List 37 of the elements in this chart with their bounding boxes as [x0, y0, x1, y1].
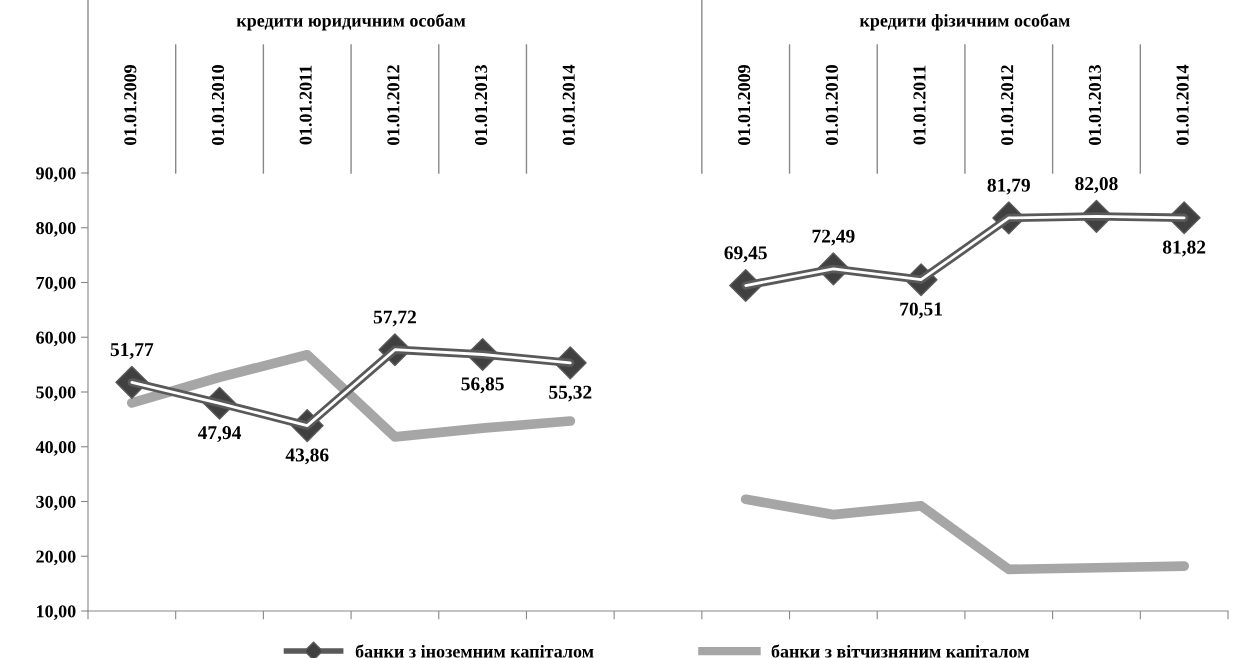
- x-tick-label: 01.01.2012: [387, 65, 400, 145]
- data-label: 70,51: [900, 302, 942, 319]
- data-label: 72,49: [812, 229, 855, 246]
- x-tick-label: 01.01.2012: [1001, 65, 1014, 145]
- x-tick-label: 01.01.2011: [299, 65, 312, 145]
- y-tick-label: 20,00: [36, 550, 76, 566]
- x-tick-label: 01.01.2009: [124, 65, 137, 145]
- y-tick-label: 30,00: [36, 495, 76, 511]
- data-label: 56,85: [461, 377, 504, 394]
- data-label: 47,94: [197, 426, 242, 442]
- data-label: 57,72: [373, 310, 416, 327]
- data-label: 43,86: [285, 448, 329, 465]
- y-tick-label: 90,00: [36, 167, 76, 183]
- data-label: 82,08: [1075, 177, 1118, 194]
- y-tick-label: 10,00: [37, 605, 76, 621]
- text: кредити фізичним особам: [859, 13, 1070, 31]
- y-tick-label: 80,00: [36, 222, 76, 237]
- x-tick-label: 01.01.2014: [1176, 64, 1189, 145]
- data-label: 51,77: [110, 343, 154, 359]
- data-label: 69,45: [724, 246, 767, 263]
- legend-label: банки з вітчизняним капіталом: [771, 644, 1029, 658]
- y-tick-label: 60,00: [36, 331, 76, 347]
- text: кредити юридичним особам: [236, 13, 466, 31]
- x-tick-label: 01.01.2013: [474, 64, 488, 145]
- x-tick-label: 01.01.2014: [562, 64, 575, 145]
- y-tick-label: 70,00: [36, 276, 76, 292]
- data-label: 81,82: [1162, 240, 1206, 257]
- x-tick-label: 01.01.2011: [913, 65, 926, 145]
- data-label: 55,32: [549, 385, 592, 402]
- x-tick-label: 01.01.2013: [1088, 64, 1102, 145]
- x-tick-label: 01.01.2010: [825, 65, 838, 145]
- legend-label: банки з іноземним капіталом: [355, 644, 594, 658]
- data-label: 81,79: [987, 178, 1030, 195]
- x-tick-label: 01.01.2009: [738, 65, 751, 145]
- y-tick-label: 50,00: [36, 386, 76, 402]
- x-tick-label: 01.01.2010: [211, 65, 225, 145]
- y-tick-label: 40,00: [35, 441, 76, 456]
